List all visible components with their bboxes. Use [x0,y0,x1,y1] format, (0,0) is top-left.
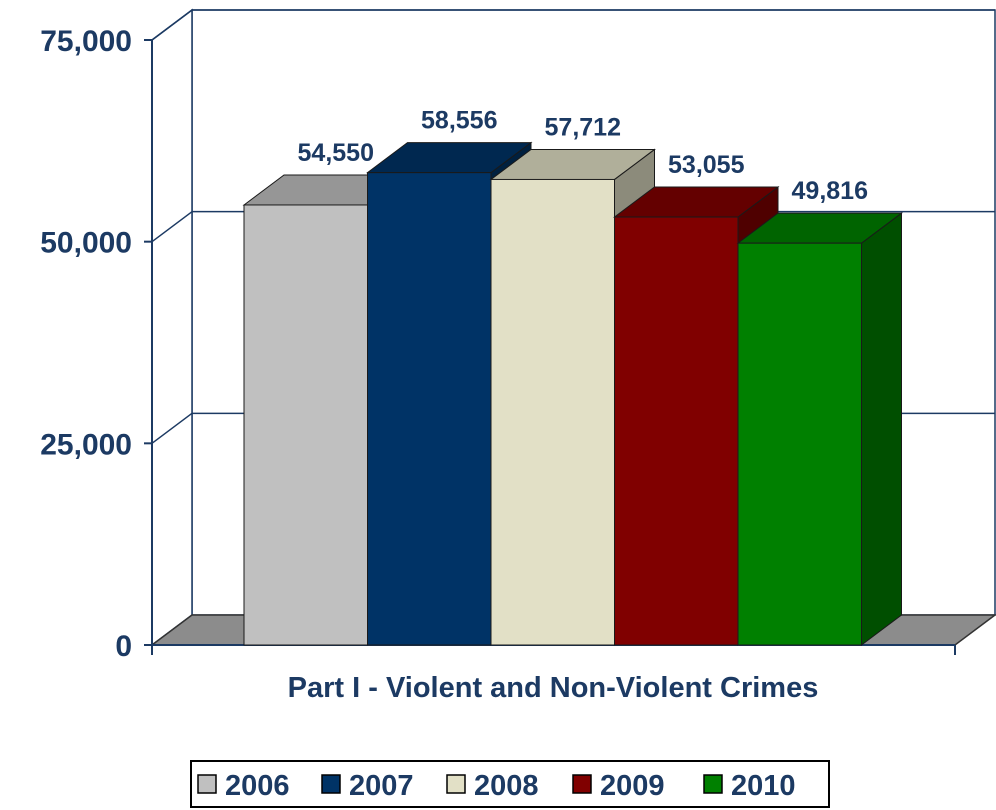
y-tick-label: 0 [115,630,132,663]
data-label-2009: 53,055 [668,151,745,179]
data-label-2008: 57,712 [545,113,621,141]
bar-side-2010 [861,212,902,646]
bar-2007 [367,172,492,646]
legend-frame [190,760,830,808]
gridline-side [151,9,193,41]
data-label-2010: 49,816 [792,177,868,205]
data-labels: 54,550 58,556 57,712 53,055 49,816 [298,107,868,206]
bar-2006 [243,204,368,646]
gridline-side [151,412,193,444]
legend-swatch-2006 [197,774,217,794]
y-tick-label: 50,000 [40,227,132,260]
y-tick-label: 75,000 [40,25,132,58]
bar-2009 [614,216,739,646]
legend: 2006 2007 2008 2009 2010 [190,760,830,808]
data-label-2007: 58,556 [421,107,497,135]
bar-2010 [737,242,862,646]
legend-swatch-2010 [703,774,723,794]
legend-swatch-2007 [321,774,341,794]
legend-label-2006: 2006 [225,770,290,802]
side-wall [151,8,193,647]
y-tick-label: 25,000 [40,428,132,461]
value-axis: 0 25,000 50,000 75,000 [40,25,956,663]
legend-label-2010: 2010 [731,770,796,802]
legend-swatch-2009 [572,774,592,794]
bar-2008 [490,178,615,646]
data-label-2006: 54,550 [298,139,374,167]
bars [242,141,903,646]
legend-label-2009: 2009 [600,770,665,802]
gridline-side [151,211,193,243]
legend-swatch-2008 [446,774,466,794]
legend-label-2008: 2008 [474,770,539,802]
category-axis: Part I - Violent and Non-Violent Crimes [288,672,819,704]
category-label: Part I - Violent and Non-Violent Crimes [288,672,819,704]
legend-label-2007: 2007 [349,770,414,802]
